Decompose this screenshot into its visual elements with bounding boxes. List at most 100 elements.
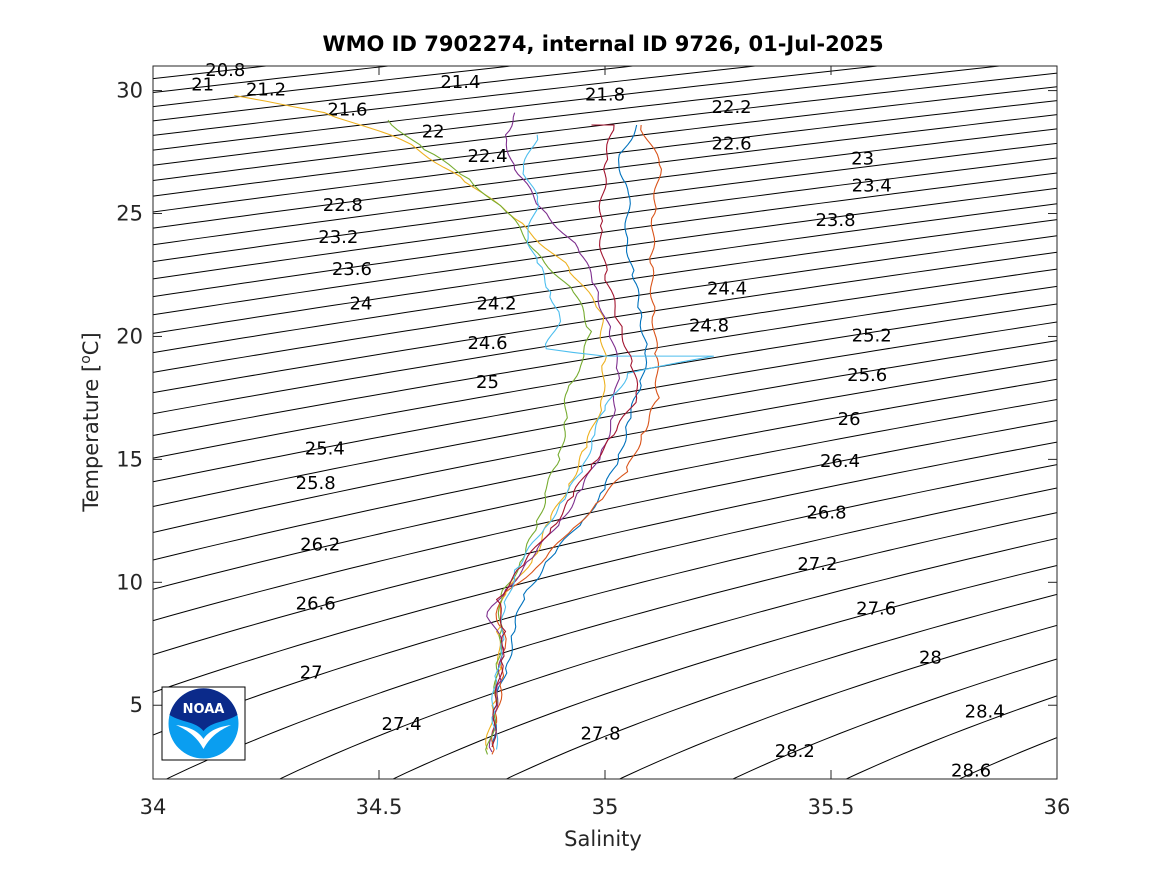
contour-label: 24.4 (707, 279, 747, 300)
contour-label: 26.6 (296, 593, 336, 614)
contour-label: 22 (422, 121, 445, 142)
density-contour-line (153, 100, 1057, 213)
density-contour-line (153, 235, 1057, 373)
contour-label: 22.4 (467, 146, 507, 167)
density-contour-line (731, 658, 1057, 779)
contour-label: 24.2 (476, 294, 516, 315)
density-contour-labels: 20.821 21.2 21.4 21.6 21.8 22 22.2 22.4 22.6 22.8… (191, 60, 1004, 782)
contour-label: 23.6 (332, 259, 372, 280)
x-tick-label: 35 (592, 795, 619, 819)
contour-label: 22.8 (323, 195, 363, 216)
chart-title: WMO ID 7902274, internal ID 9726, 01-Jul… (322, 32, 883, 56)
y-tick-label: 5 (130, 693, 143, 717)
y-tick-label: 15 (116, 447, 143, 471)
contour-label: 27.4 (382, 714, 422, 735)
density-contour-line (278, 537, 1057, 779)
density-contour-line (153, 419, 1057, 622)
density-contour-line (153, 114, 1057, 229)
contour-label: 28.2 (775, 741, 815, 762)
contour-label: 21.6 (327, 99, 367, 120)
density-contour-line (153, 378, 1057, 561)
y-axis-label: Temperature [oC] (78, 332, 103, 512)
contour-label: 25.6 (847, 365, 887, 386)
contour-label: 27 (300, 662, 323, 683)
density-contour-line (153, 66, 1004, 166)
density-contour-line (505, 593, 1057, 779)
density-contour-line (153, 66, 516, 108)
contour-label: 24.6 (467, 333, 507, 354)
density-contour-line (153, 86, 1057, 197)
profile-line (387, 119, 592, 755)
contour-label: 24.8 (689, 316, 729, 337)
density-contour-line (153, 66, 271, 80)
contour-label: 23.4 (852, 176, 892, 197)
contour-label: 26.8 (806, 503, 846, 524)
x-tick-label: 34 (140, 795, 167, 819)
density-contour-line (153, 66, 882, 151)
y-axis-label-sup: o (78, 355, 94, 364)
x-tick-label: 36 (1044, 795, 1071, 819)
y-axis-label-end: C] (79, 332, 103, 355)
density-contour-line (153, 219, 1057, 354)
density-contour-line (153, 66, 760, 136)
y-tick-label: 20 (116, 324, 143, 348)
contour-label: 27.6 (856, 598, 896, 619)
density-contour-line (153, 268, 1057, 415)
density-contour-line (153, 359, 1057, 534)
contour-label: 28.4 (965, 702, 1005, 723)
noaa-logo-gull (176, 725, 231, 749)
density-contour-line (153, 172, 1057, 298)
axis-ticks: 34 34.5 35 35.5 36 5 10 15 20 25 30 (116, 66, 1070, 819)
density-contour-line (153, 464, 1057, 693)
contour-label: 26.4 (820, 451, 860, 472)
density-contour-line (153, 340, 1057, 508)
contour-label: 23.8 (815, 210, 855, 231)
contour-label: 28 (919, 648, 942, 669)
contour-label: 25.2 (852, 325, 892, 346)
contour-label: 25.4 (305, 439, 345, 460)
contour-label: 26 (838, 409, 861, 430)
contour-label: 20.8 (205, 60, 245, 81)
noaa-logo-text: NOAA (183, 702, 225, 717)
density-contour-line (153, 203, 1057, 334)
contour-label: 22.6 (712, 134, 752, 155)
x-tick-label: 35.5 (808, 795, 855, 819)
x-tick-label: 34.5 (356, 795, 403, 819)
density-contour-line (153, 321, 1057, 483)
contour-label: 27.2 (797, 554, 837, 575)
density-contour-line (153, 128, 1057, 246)
contour-label: 25 (476, 372, 499, 393)
density-contour-line (153, 142, 1057, 263)
density-contour-line (153, 66, 394, 94)
y-axis-label-main: Temperature [ (79, 364, 103, 513)
density-contour-line (958, 737, 1057, 779)
contour-label: 21.2 (246, 80, 286, 101)
density-contour-line (153, 303, 1057, 459)
contour-label: 26.2 (300, 534, 340, 555)
density-contour-line (153, 441, 1057, 656)
contour-label: 21.8 (585, 85, 625, 106)
density-contour-line (153, 157, 1057, 280)
contour-label: 24 (349, 294, 372, 315)
density-contour-line (153, 187, 1057, 316)
y-tick-label: 25 (116, 202, 143, 226)
y-tick-label: 10 (116, 570, 143, 594)
contour-label: 27.8 (580, 724, 620, 745)
contour-label: 21 (191, 75, 214, 96)
noaa-logo-upper-field (169, 688, 238, 731)
contour-label: 22.2 (712, 97, 752, 118)
contour-label: 21.4 (440, 72, 480, 93)
noaa-logo: NOAA (161, 686, 246, 761)
profile-line (491, 134, 715, 750)
contour-label: 28.6 (951, 761, 991, 782)
contour-label: 23.2 (318, 227, 358, 248)
x-axis-label: Salinity (564, 827, 642, 851)
y-tick-label: 30 (116, 79, 143, 103)
density-contour-line (845, 695, 1057, 779)
contour-label: 23 (851, 148, 874, 169)
density-contour-line (618, 624, 1057, 779)
contour-label: 25.8 (296, 473, 336, 494)
profile-line (491, 124, 648, 745)
profile-line (491, 124, 639, 748)
